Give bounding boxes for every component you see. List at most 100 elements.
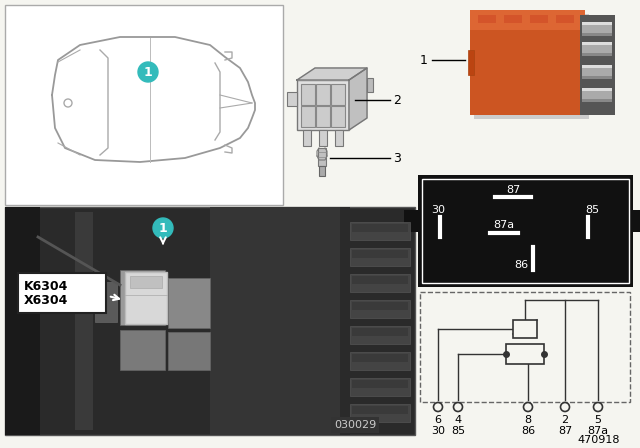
Text: 8: 8 — [524, 415, 532, 425]
Bar — [470, 10, 585, 115]
Bar — [474, 14, 589, 119]
Bar — [75, 212, 93, 430]
Bar — [352, 224, 408, 232]
Bar — [130, 276, 162, 288]
Circle shape — [138, 62, 158, 82]
Bar — [504, 15, 522, 23]
Bar — [331, 106, 345, 127]
Bar — [95, 282, 117, 322]
Bar — [582, 88, 612, 91]
Bar — [5, 207, 415, 435]
Text: 2: 2 — [561, 415, 568, 425]
Bar — [120, 270, 165, 325]
Text: 87a: 87a — [493, 220, 515, 230]
Bar — [350, 300, 410, 318]
Bar — [168, 278, 210, 328]
Text: 470918: 470918 — [577, 435, 620, 445]
Bar — [350, 248, 410, 266]
Text: 1: 1 — [143, 65, 152, 78]
Text: 030029: 030029 — [334, 420, 376, 430]
Text: 5: 5 — [595, 415, 602, 425]
Bar — [582, 65, 612, 68]
Bar — [513, 320, 537, 338]
Bar — [168, 332, 210, 370]
Circle shape — [454, 402, 463, 412]
Bar — [350, 404, 410, 422]
Bar — [352, 302, 408, 310]
Bar — [352, 380, 408, 388]
Bar — [5, 5, 283, 205]
Circle shape — [153, 218, 173, 238]
Bar — [582, 76, 612, 79]
Circle shape — [524, 402, 532, 412]
Bar — [582, 42, 612, 56]
Bar — [335, 130, 343, 146]
Bar — [340, 207, 350, 435]
Bar — [287, 92, 297, 106]
Bar — [301, 106, 315, 127]
Bar — [582, 42, 612, 45]
Bar — [303, 130, 311, 146]
Bar — [331, 84, 345, 105]
Bar — [506, 344, 544, 364]
Bar — [352, 354, 408, 362]
Bar — [350, 274, 410, 292]
Bar — [633, 210, 640, 232]
Text: K6304: K6304 — [24, 280, 68, 293]
Text: 85: 85 — [585, 205, 599, 215]
Bar — [125, 272, 167, 324]
Bar — [418, 175, 633, 287]
Bar — [318, 148, 326, 166]
Bar — [468, 50, 474, 75]
Polygon shape — [349, 68, 367, 130]
Bar — [420, 292, 630, 402]
Circle shape — [433, 402, 442, 412]
Bar — [120, 330, 165, 370]
Bar — [470, 10, 585, 30]
Bar — [582, 65, 612, 79]
Bar — [582, 99, 612, 102]
Text: 4: 4 — [454, 415, 461, 425]
Bar — [210, 207, 340, 435]
Bar — [582, 22, 612, 36]
Bar — [582, 22, 612, 25]
Bar — [352, 250, 408, 258]
Bar — [319, 166, 325, 176]
Bar — [350, 326, 410, 344]
Text: 3: 3 — [393, 151, 401, 164]
Text: 86: 86 — [521, 426, 535, 436]
Bar — [319, 130, 327, 146]
Bar — [350, 222, 410, 240]
Bar — [478, 15, 496, 23]
Text: 87: 87 — [506, 185, 520, 195]
Bar — [582, 88, 612, 102]
Bar — [530, 15, 548, 23]
Text: 1: 1 — [420, 53, 428, 66]
Text: 2: 2 — [393, 94, 401, 107]
Bar — [316, 106, 330, 127]
Bar — [350, 352, 410, 370]
Bar — [556, 15, 574, 23]
Bar — [352, 276, 408, 284]
Polygon shape — [297, 68, 367, 80]
Circle shape — [561, 402, 570, 412]
Text: 30: 30 — [431, 205, 445, 215]
Bar — [18, 273, 106, 313]
Bar — [297, 80, 349, 130]
Text: 86: 86 — [514, 260, 528, 270]
Text: 85: 85 — [451, 426, 465, 436]
Bar — [582, 33, 612, 36]
Bar — [5, 207, 40, 435]
Circle shape — [593, 402, 602, 412]
Bar — [582, 53, 612, 56]
Bar — [352, 328, 408, 336]
Text: 87: 87 — [558, 426, 572, 436]
Bar — [404, 210, 418, 232]
Bar — [316, 84, 330, 105]
Text: 6: 6 — [435, 415, 442, 425]
Bar — [352, 406, 408, 414]
Text: X6304: X6304 — [24, 294, 68, 307]
Text: 1: 1 — [159, 221, 168, 234]
Text: 87a: 87a — [588, 426, 609, 436]
Bar — [350, 378, 410, 396]
